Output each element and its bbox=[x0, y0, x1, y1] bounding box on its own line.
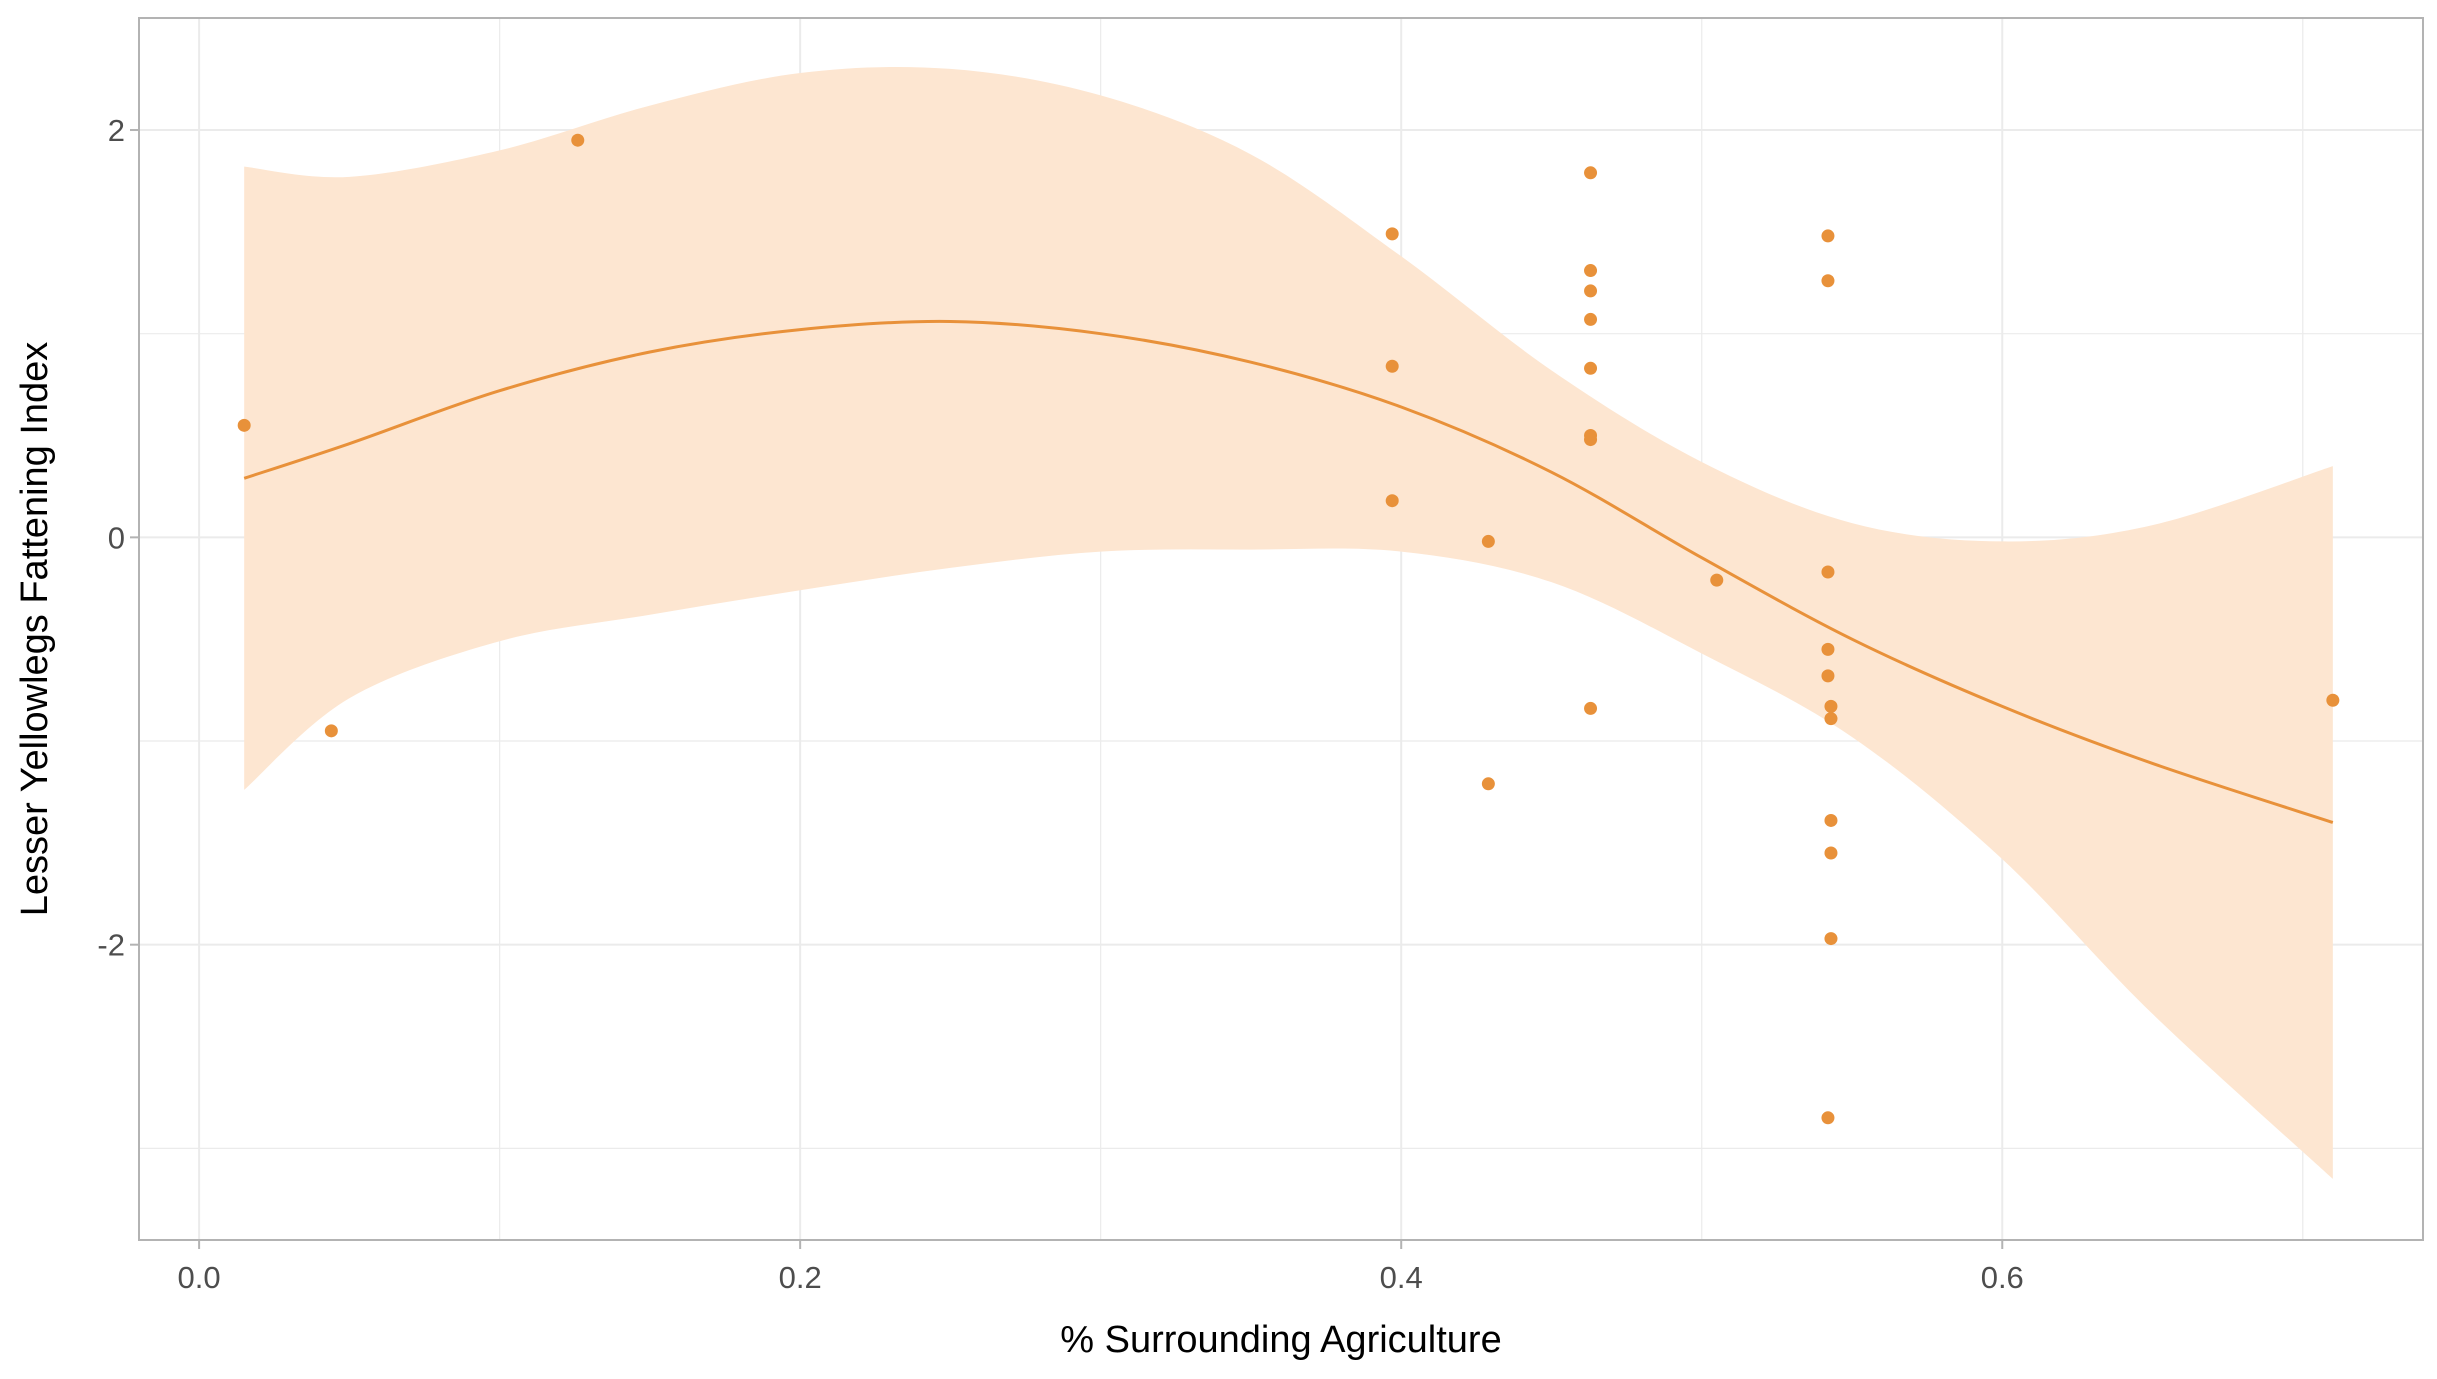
x-tick-label-2: 0.4 bbox=[1380, 1260, 1423, 1295]
data-point-19 bbox=[1821, 565, 1835, 579]
data-point-18 bbox=[1821, 274, 1835, 288]
data-point-7 bbox=[1481, 777, 1495, 791]
data-point-15 bbox=[1584, 701, 1598, 715]
y-tick-label-2: 2 bbox=[108, 113, 125, 148]
panel-border bbox=[138, 17, 2424, 1241]
data-point-24 bbox=[1824, 813, 1838, 827]
x-axis-title: % Surrounding Agriculture bbox=[1060, 1319, 1501, 1361]
x-tick-label-1: 0.2 bbox=[779, 1260, 822, 1295]
data-point-4 bbox=[1385, 359, 1399, 373]
data-point-27 bbox=[1821, 1111, 1835, 1125]
y-axis-ticks: -2 0 2 bbox=[97, 113, 139, 963]
data-point-22 bbox=[1824, 699, 1838, 713]
data-point-17 bbox=[1821, 229, 1835, 243]
y-tick-label-1: 0 bbox=[108, 520, 125, 555]
data-point-6 bbox=[1481, 534, 1495, 548]
x-tick-label-0: 0.0 bbox=[178, 1260, 221, 1295]
data-point-26 bbox=[1824, 932, 1838, 946]
data-point-21 bbox=[1821, 669, 1835, 683]
x-tick-label-3: 0.6 bbox=[1981, 1260, 2024, 1295]
confidence-band-layer bbox=[244, 66, 2333, 1179]
data-point-8 bbox=[1584, 166, 1598, 180]
data-point-11 bbox=[1584, 312, 1598, 326]
data-point-14 bbox=[1584, 433, 1598, 447]
data-point-16 bbox=[1710, 573, 1724, 587]
data-point-28 bbox=[2326, 693, 2340, 707]
data-point-5 bbox=[1385, 494, 1399, 508]
data-point-0 bbox=[237, 418, 251, 432]
data-points bbox=[237, 133, 2340, 1125]
smooth-line-layer bbox=[243, 319, 2334, 824]
data-point-20 bbox=[1821, 642, 1835, 656]
data-point-23 bbox=[1824, 712, 1838, 726]
x-axis-ticks: 0.0 0.2 0.4 0.6 bbox=[178, 1240, 2024, 1295]
data-point-2 bbox=[571, 133, 585, 147]
data-point-1 bbox=[324, 724, 338, 738]
y-axis-title: Lesser Yellowlegs Fattening Index bbox=[14, 342, 56, 917]
y-tick-label-0: -2 bbox=[97, 928, 125, 963]
data-point-3 bbox=[1385, 227, 1399, 241]
data-point-9 bbox=[1584, 264, 1598, 278]
smooth-fit-line bbox=[243, 319, 2334, 824]
confidence-band bbox=[244, 66, 2333, 1179]
data-point-10 bbox=[1584, 284, 1598, 298]
data-point-12 bbox=[1584, 361, 1598, 375]
data-point-25 bbox=[1824, 846, 1838, 860]
